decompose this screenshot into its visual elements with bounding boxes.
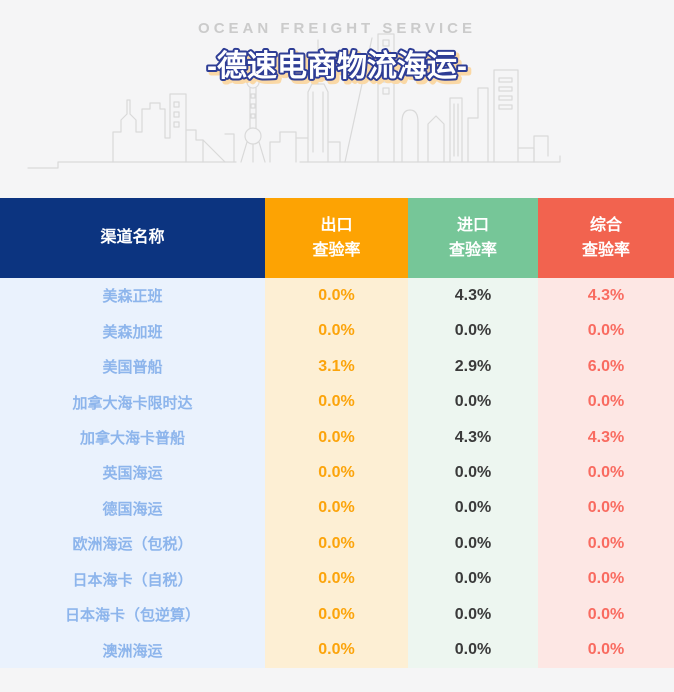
header-composite-rate: 综合 查验率 xyxy=(538,198,674,278)
table-row: 日本海卡（自税） 0.0% 0.0% 0.0% xyxy=(0,561,674,598)
composite-rate-cell: 0.0% xyxy=(538,597,674,633)
table-row: 日本海卡（包逆算） 0.0% 0.0% 0.0% xyxy=(0,597,674,633)
table-row: 欧洲海运（包税） 0.0% 0.0% 0.0% xyxy=(0,526,674,562)
header-composite-line2: 查验率 xyxy=(581,241,630,259)
table-row: 美森加班 0.0% 0.0% 0.0% xyxy=(0,313,674,349)
header-composite-line1: 综合 xyxy=(589,216,622,234)
composite-rate-cell: 0.0% xyxy=(538,632,674,668)
composite-rate-cell: 6.0% xyxy=(538,348,674,385)
composite-rate-cell: 0.0% xyxy=(538,313,674,349)
hero-banner: OCEAN FREIGHT SERVICE xyxy=(0,0,674,198)
table-body: 美森正班 0.0% 4.3% 4.3% 美森加班 0.0% 0.0% 0.0% 美国普船 3.1%… xyxy=(0,278,674,668)
import-rate-cell: 4.3% xyxy=(408,278,538,314)
header-export-line1: 出口 xyxy=(320,216,353,234)
export-rate-cell: 0.0% xyxy=(265,313,408,349)
header-channel-name: 渠道名称 xyxy=(0,198,265,278)
header-export-rate: 出口 查验率 xyxy=(265,198,408,278)
channel-name-cell: 美森加班 xyxy=(0,313,265,349)
header-import-line1: 进口 xyxy=(456,216,489,234)
channel-name-cell: 欧洲海运（包税） xyxy=(0,526,265,562)
channel-name-cell: 日本海卡（包逆算） xyxy=(0,597,265,633)
header-export-line2: 查验率 xyxy=(312,241,361,259)
export-rate-cell: 0.0% xyxy=(265,597,408,633)
import-rate-cell: 2.9% xyxy=(408,348,538,385)
table-row: 加拿大海卡限时达 0.0% 0.0% 0.0% xyxy=(0,384,674,420)
header-import-line2: 查验率 xyxy=(448,241,497,259)
table-row: 加拿大海卡普船 0.0% 4.3% 4.3% xyxy=(0,419,674,456)
channel-name-cell: 日本海卡（自税） xyxy=(0,561,265,598)
hero-subtitle-en: OCEAN FREIGHT SERVICE xyxy=(198,20,476,37)
composite-rate-cell: 0.0% xyxy=(538,561,674,598)
channel-name-cell: 加拿大海卡普船 xyxy=(0,419,265,456)
export-rate-cell: 0.0% xyxy=(265,561,408,598)
main-title: -德速电商物流海运- -德速电商物流海运- xyxy=(205,48,472,89)
import-rate-cell: 0.0% xyxy=(408,561,538,598)
table-row: 美国普船 3.1% 2.9% 6.0% xyxy=(0,348,674,385)
export-rate-cell: 0.0% xyxy=(265,384,408,420)
export-rate-cell: 0.0% xyxy=(265,278,408,314)
import-rate-cell: 0.0% xyxy=(408,526,538,562)
import-rate-cell: 0.0% xyxy=(408,632,538,668)
channel-name-cell: 澳洲海运 xyxy=(0,632,265,668)
channel-name-cell: 英国海运 xyxy=(0,455,265,491)
header-import-rate: 进口 查验率 xyxy=(408,198,538,278)
import-rate-cell: 0.0% xyxy=(408,384,538,420)
main-title-shadow-text: -德速电商物流海运- xyxy=(210,53,470,86)
export-rate-cell: 0.0% xyxy=(265,490,408,527)
export-rate-cell: 0.0% xyxy=(265,419,408,456)
table-row: 澳洲海运 0.0% 0.0% 0.0% xyxy=(0,632,674,668)
export-rate-cell: 0.0% xyxy=(265,632,408,668)
channel-name-cell: 加拿大海卡限时达 xyxy=(0,384,265,420)
composite-rate-cell: 0.0% xyxy=(538,384,674,420)
import-rate-cell: 0.0% xyxy=(408,490,538,527)
composite-rate-cell: 4.3% xyxy=(538,278,674,314)
import-rate-cell: 4.3% xyxy=(408,419,538,456)
channel-name-cell: 德国海运 xyxy=(0,490,265,527)
composite-rate-cell: 0.0% xyxy=(538,490,674,527)
table-row: 英国海运 0.0% 0.0% 0.0% xyxy=(0,455,674,491)
import-rate-cell: 0.0% xyxy=(408,313,538,349)
composite-rate-cell: 0.0% xyxy=(538,526,674,562)
export-rate-cell: 0.0% xyxy=(265,526,408,562)
table-header-row: 渠道名称 出口 查验率 进口 查验率 综合 查验率 xyxy=(0,198,674,278)
channel-name-cell: 美森正班 xyxy=(0,278,265,314)
composite-rate-cell: 4.3% xyxy=(538,419,674,456)
inspection-rate-table: 渠道名称 出口 查验率 进口 查验率 综合 查验率 美森正班 0.0% 4.3% 4.… xyxy=(0,198,674,668)
header-channel-label: 渠道名称 xyxy=(100,229,165,246)
main-title-text: -德速电商物流海运- xyxy=(207,50,467,83)
city-skyline-illustration xyxy=(27,33,561,169)
import-rate-cell: 0.0% xyxy=(408,597,538,633)
export-rate-cell: 3.1% xyxy=(265,348,408,385)
import-rate-cell: 0.0% xyxy=(408,455,538,491)
composite-rate-cell: 0.0% xyxy=(538,455,674,491)
table-row: 美森正班 0.0% 4.3% 4.3% xyxy=(0,278,674,314)
table-row: 德国海运 0.0% 0.0% 0.0% xyxy=(0,490,674,527)
export-rate-cell: 0.0% xyxy=(265,455,408,491)
channel-name-cell: 美国普船 xyxy=(0,348,265,385)
